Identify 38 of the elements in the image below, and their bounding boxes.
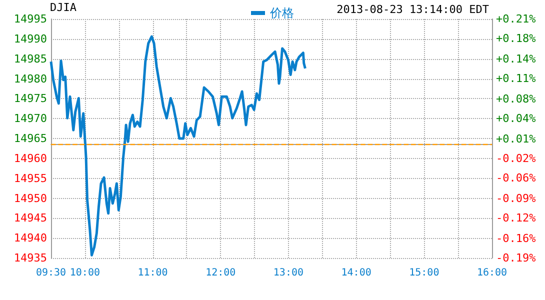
y-tick-label: 14965 [14, 132, 47, 145]
y2-tick-label: -0.06% [496, 172, 536, 185]
x-tick-label: 13:00 [273, 268, 304, 278]
chart-title: DJIA [50, 1, 77, 14]
line-series [50, 35, 306, 256]
y2-tick-label: -0.09% [496, 192, 536, 205]
y-tick-label: 14945 [14, 212, 47, 225]
x-tick-label: 12:00 [206, 268, 236, 278]
legend-label: 价格 [269, 6, 294, 20]
x-tick-label: 16:00 [476, 268, 508, 278]
y-tick-label: 14985 [14, 52, 47, 66]
y-tick-label: 14955 [14, 172, 47, 185]
x-tick-label: 14:00 [341, 268, 372, 278]
y-tick-label: 14995 [14, 12, 47, 26]
y-tick-label: 14990 [14, 32, 47, 46]
y-tick-label: 14980 [14, 72, 47, 86]
x-tick-label: 09:30 [36, 268, 66, 278]
y-tick-label: 14960 [14, 152, 47, 165]
y2-tick-label: +0.18% [496, 32, 536, 46]
y2-tick-label: -0.16% [496, 232, 536, 245]
x-tick-label: 15:00 [409, 268, 440, 278]
y2-tick-label: -0.02% [496, 152, 536, 165]
y2-tick-label: -0.12% [496, 212, 536, 225]
y2-tick-label: +0.04% [496, 112, 536, 126]
y2-tick-label: +0.21% [496, 12, 536, 26]
y-tick-label: 14970 [14, 112, 47, 126]
x-tick-label: 10:00 [70, 268, 100, 278]
text: 2013-08-23 13:14:00 EDT [336, 3, 490, 16]
y2-tick-label: +0.14% [496, 52, 536, 66]
y-tick-label: 14940 [14, 232, 47, 245]
y-tick-label: 14975 [14, 92, 47, 106]
y2-tick-label: +0.08% [496, 92, 536, 106]
y2-tick-label: +0.11% [496, 72, 536, 86]
y-tick-label: 14950 [14, 192, 47, 205]
y2-tick-label: -0.19% [496, 252, 536, 264]
y2-tick-label: +0.01% [496, 132, 536, 146]
x-tick-label: 11:00 [138, 268, 168, 278]
y-tick-label: 14935 [14, 252, 47, 264]
